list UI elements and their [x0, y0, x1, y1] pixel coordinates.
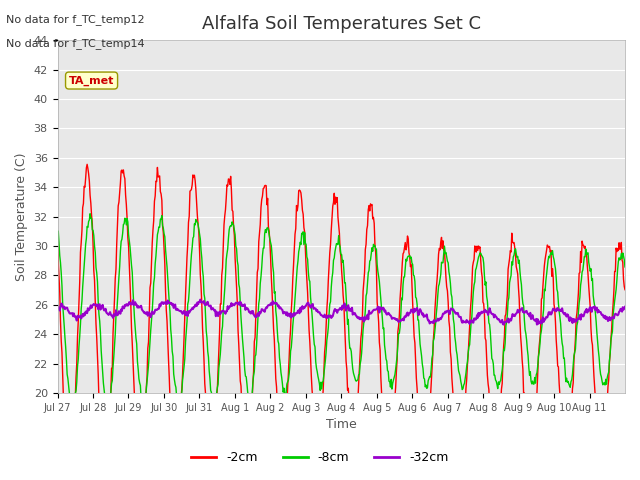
-32cm [621, 304, 629, 310]
-2cm [226, 181, 234, 187]
-8cm [226, 224, 234, 229]
-2cm [433, 277, 441, 283]
-32cm [225, 305, 233, 311]
-8cm [621, 264, 629, 270]
Text: TA_met: TA_met [69, 75, 115, 85]
-2cm [254, 266, 262, 272]
-32cm [196, 297, 204, 302]
Legend: -2cm, -8cm, -32cm: -2cm, -8cm, -32cm [186, 446, 454, 469]
-8cm [401, 264, 409, 270]
X-axis label: Time: Time [326, 419, 356, 432]
-32cm [253, 311, 261, 317]
-8cm [69, 408, 77, 414]
Line: -2cm: -2cm [58, 164, 625, 478]
Text: No data for f_TC_temp12: No data for f_TC_temp12 [6, 14, 145, 25]
-2cm [276, 436, 284, 442]
Text: No data for f_TC_temp14: No data for f_TC_temp14 [6, 38, 145, 49]
-8cm [433, 303, 441, 309]
-8cm [122, 216, 129, 222]
Line: -8cm: -8cm [58, 214, 625, 411]
Title: Alfalfa Soil Temperatures Set C: Alfalfa Soil Temperatures Set C [202, 15, 481, 33]
-32cm [401, 314, 408, 320]
-32cm [54, 303, 61, 309]
-8cm [54, 228, 61, 234]
-8cm [254, 313, 262, 319]
-2cm [54, 237, 61, 243]
Y-axis label: Soil Temperature (C): Soil Temperature (C) [15, 152, 28, 281]
-32cm [500, 322, 508, 327]
-2cm [621, 287, 629, 293]
-2cm [83, 161, 91, 167]
-32cm [433, 318, 440, 324]
-8cm [86, 211, 94, 216]
Line: -32cm: -32cm [58, 300, 625, 324]
-2cm [65, 475, 73, 480]
-8cm [276, 355, 284, 360]
-2cm [122, 192, 129, 198]
-32cm [275, 303, 283, 309]
-32cm [120, 305, 128, 311]
-2cm [401, 240, 409, 245]
